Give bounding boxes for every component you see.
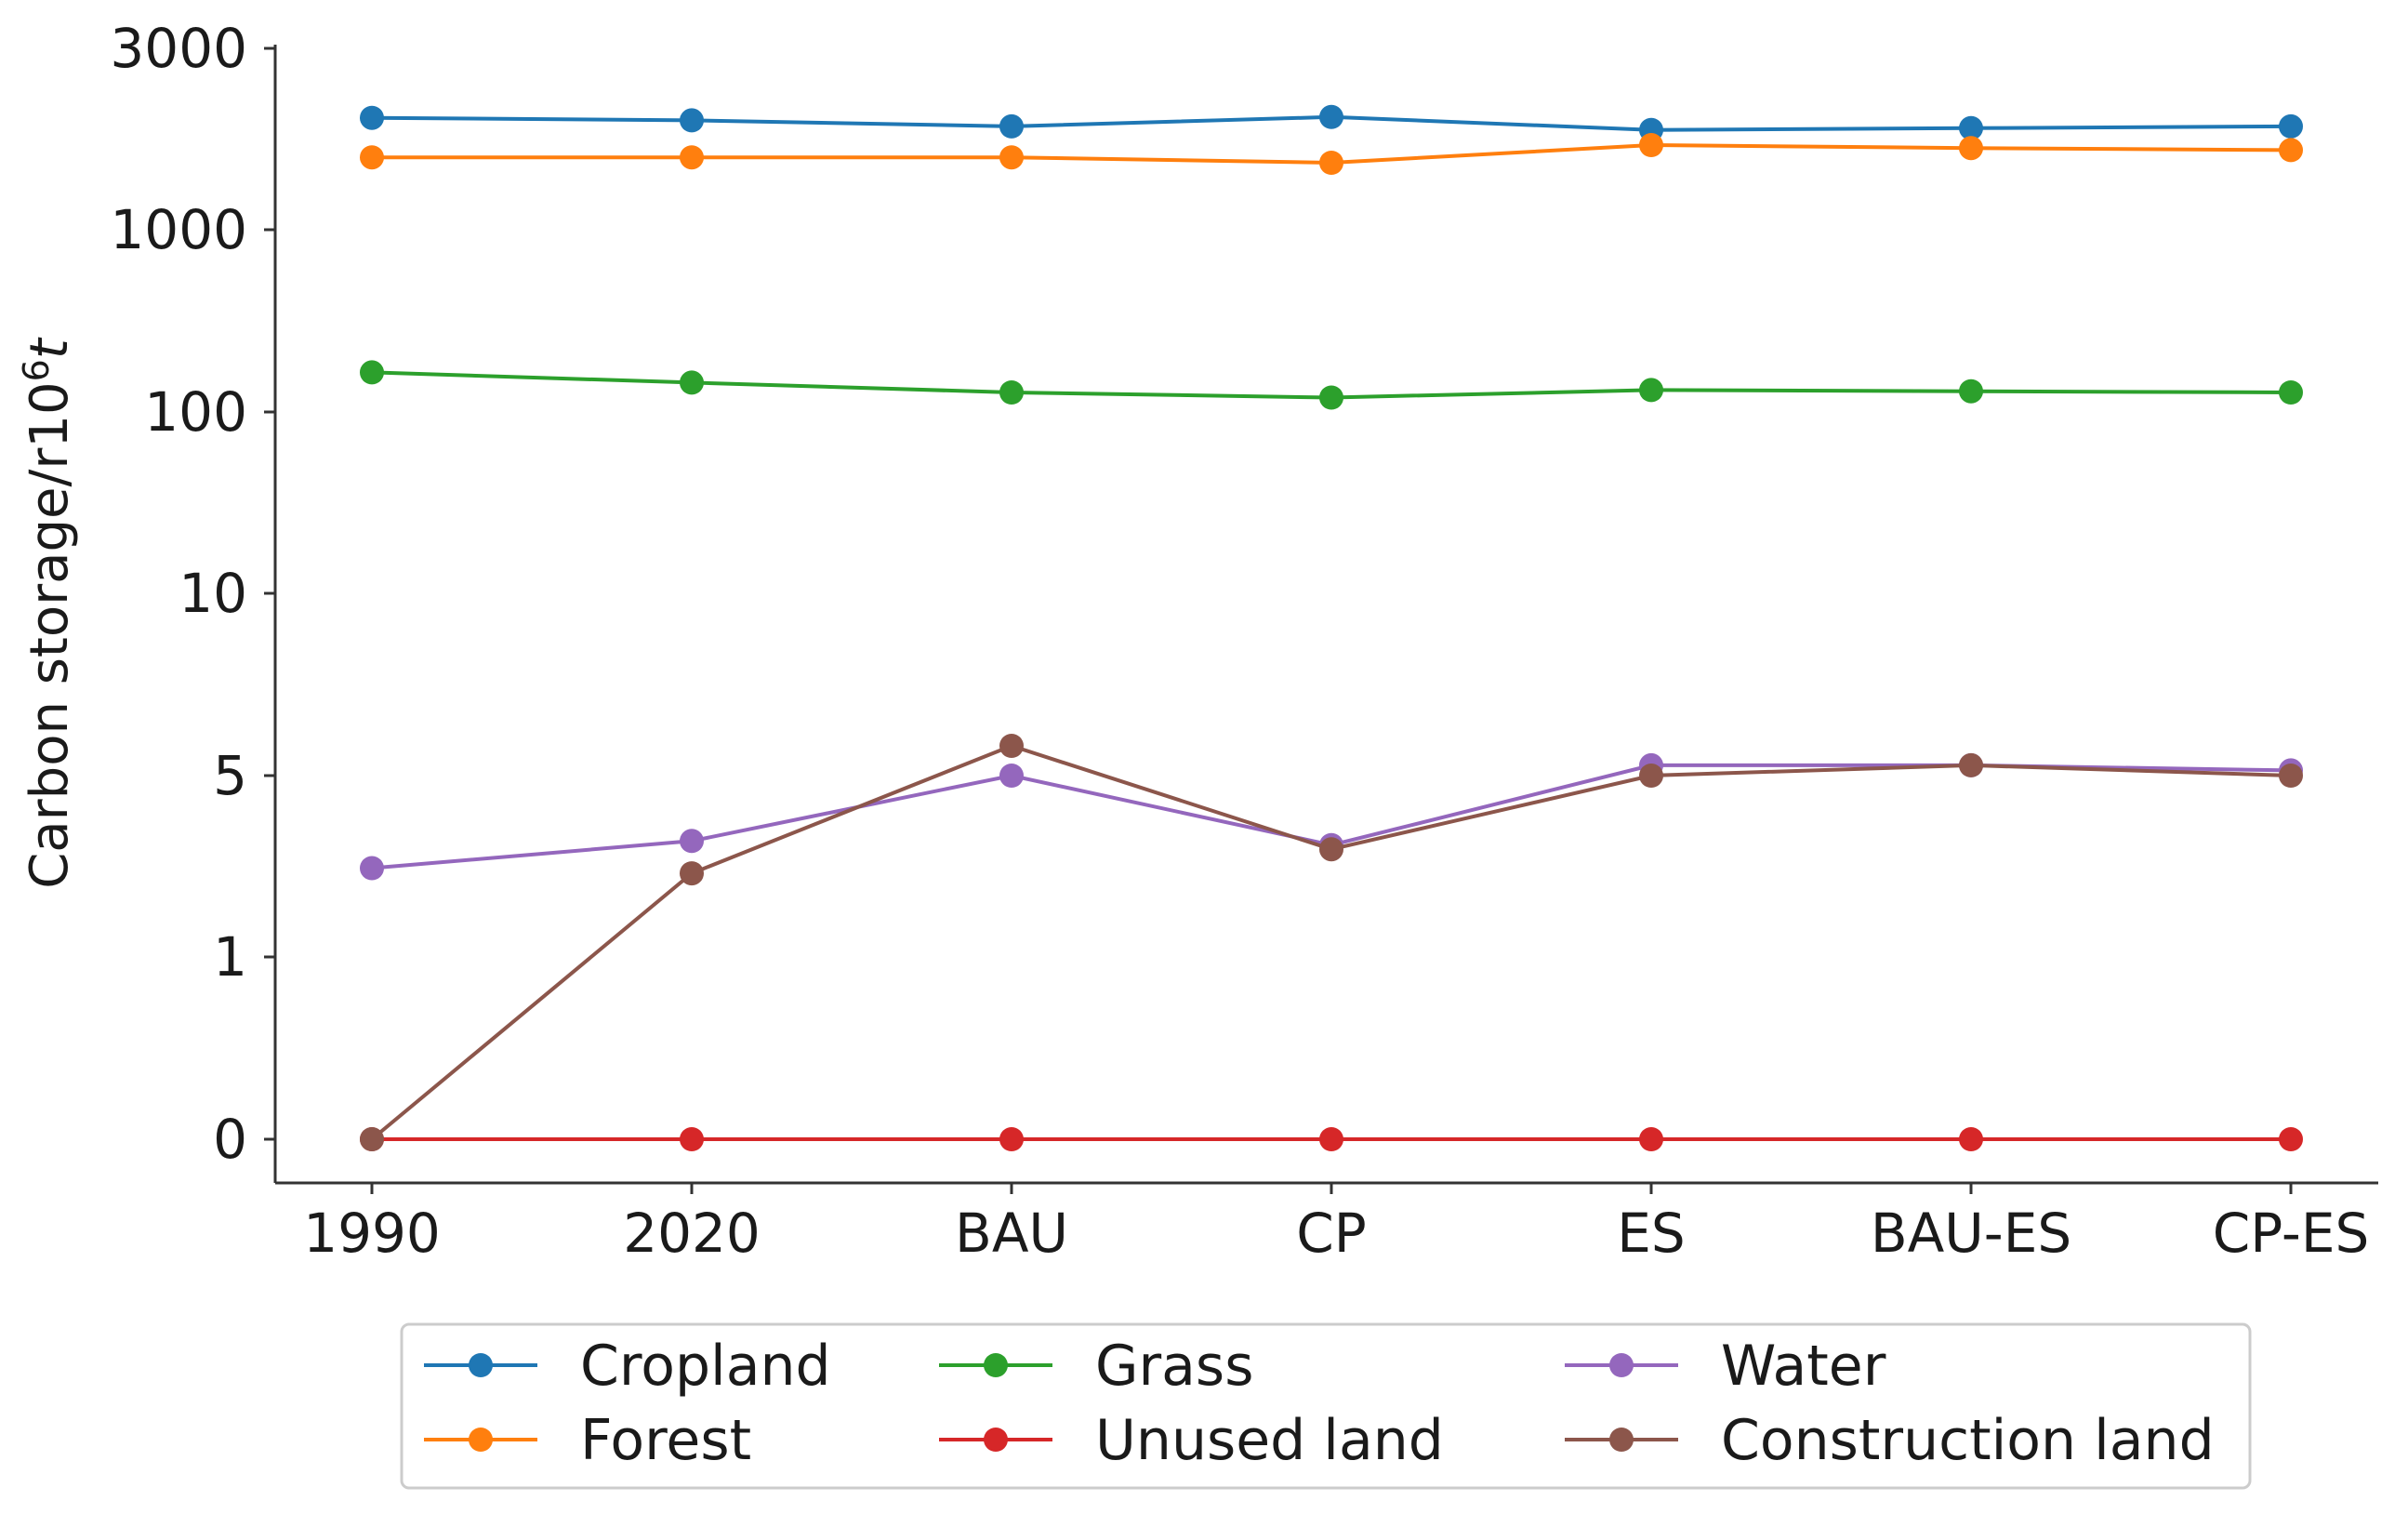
axes-group — [273, 45, 2378, 1185]
data-point-grass — [1959, 378, 1983, 404]
legend-swatch-marker — [1609, 1353, 1634, 1377]
legend-frame — [400, 1322, 2252, 1490]
data-point-construction-land — [360, 1127, 384, 1151]
y-tick: 3000 — [110, 17, 275, 80]
y-tick-label: 100 — [144, 380, 247, 444]
data-point-cropland — [1959, 115, 1983, 140]
data-point-unused-land — [1319, 1127, 1343, 1151]
data-point-forest — [2279, 138, 2303, 163]
data-point-forest — [360, 145, 384, 170]
y-tick: 0 — [213, 1108, 275, 1171]
legend-label: Grass — [1095, 1334, 1253, 1399]
legend-swatch-marker — [984, 1428, 1008, 1452]
data-point-construction-land — [1959, 752, 1983, 777]
legend-item-forest: Forest — [424, 1408, 751, 1473]
y-tick: 5 — [213, 744, 275, 807]
x-tick-label: BAU-ES — [1871, 1202, 2071, 1265]
x-tick-label: ES — [1617, 1202, 1685, 1265]
legend-label: Water — [1721, 1334, 1886, 1399]
y-tick-label: 3000 — [110, 17, 247, 80]
data-point-unused-land — [1639, 1127, 1663, 1151]
data-point-unused-land — [999, 1127, 1024, 1151]
data-point-construction-land — [680, 861, 704, 886]
legend-swatch-marker — [1609, 1428, 1634, 1452]
data-point-forest — [1319, 151, 1343, 175]
series-grass — [360, 360, 2303, 410]
legend-label: Forest — [580, 1408, 751, 1473]
series-group — [360, 104, 2303, 1151]
legend-item-cropland: Cropland — [424, 1334, 831, 1399]
data-point-construction-land — [1639, 764, 1663, 788]
legend-swatch-marker — [469, 1428, 493, 1452]
x-tick: BAU — [955, 1183, 1068, 1265]
x-tick-label: 1990 — [303, 1202, 441, 1265]
series-unused-land — [360, 1127, 2303, 1151]
legend-swatch-marker — [984, 1353, 1008, 1377]
x-tick-label: CP — [1296, 1202, 1366, 1265]
data-point-grass — [1639, 378, 1663, 403]
data-point-cropland — [680, 108, 704, 133]
data-point-forest — [1639, 133, 1663, 157]
x-tick: CP — [1296, 1183, 1367, 1265]
x-tick: 2020 — [623, 1183, 761, 1265]
data-point-cropland — [999, 113, 1024, 139]
legend-label: Cropland — [580, 1334, 831, 1399]
y-tick-label: 0 — [213, 1108, 247, 1171]
legend-label: Unused land — [1095, 1408, 1444, 1473]
x-tick: ES — [1617, 1183, 1686, 1265]
x-tick: CP-ES — [2213, 1183, 2370, 1265]
x-tick: 1990 — [303, 1183, 441, 1265]
data-point-unused-land — [1959, 1127, 1983, 1151]
data-point-grass — [1319, 385, 1343, 410]
y-axis-title-text: Carbon storage/r10 — [20, 381, 80, 888]
y-tick: 1 — [213, 925, 275, 989]
y-axis-title-unit: t — [20, 337, 80, 359]
data-point-forest — [999, 145, 1024, 170]
legend-item-grass: Grass — [939, 1334, 1253, 1399]
data-point-cropland — [1319, 104, 1343, 129]
y-tick-label: 1 — [213, 925, 247, 989]
y-tick-label: 5 — [213, 744, 247, 807]
y-tick: 10 — [179, 562, 275, 625]
data-point-grass — [360, 360, 384, 385]
series-cropland — [360, 104, 2303, 142]
y-tick-label: 1000 — [110, 198, 247, 261]
data-point-unused-land — [2279, 1127, 2303, 1151]
x-tick-label: BAU — [955, 1202, 1068, 1265]
data-point-cropland — [360, 105, 384, 130]
legend-swatch-marker — [469, 1353, 493, 1377]
x-tick: BAU-ES — [1871, 1183, 2071, 1265]
x-ticks: 1990 2020 BAU CP ES BAU-ES CP-ES — [303, 1183, 2369, 1265]
data-point-unused-land — [680, 1127, 704, 1151]
legend-label: Construction land — [1721, 1408, 2215, 1473]
data-point-construction-land — [1319, 837, 1343, 862]
series-forest — [360, 133, 2303, 175]
data-point-construction-land — [999, 734, 1024, 758]
data-point-grass — [999, 380, 1024, 405]
y-tick: 1000 — [110, 198, 275, 261]
data-point-water — [360, 856, 384, 881]
legend: Cropland Grass Water Forest Unused land Const… — [400, 1322, 2252, 1490]
y-axis-title-superscript: 6 — [16, 359, 57, 381]
x-tick-label: 2020 — [623, 1202, 761, 1265]
legend-item-construction-land: Construction land — [1565, 1408, 2215, 1473]
data-point-water — [680, 829, 704, 854]
data-point-construction-land — [2279, 764, 2303, 788]
legend-item-water: Water — [1565, 1334, 1886, 1399]
data-point-forest — [680, 145, 704, 170]
data-point-cropland — [2279, 113, 2303, 139]
legend-item-unused-land: Unused land — [939, 1408, 1444, 1473]
data-point-forest — [1959, 136, 1983, 161]
y-tick-label: 10 — [179, 562, 247, 625]
data-point-grass — [680, 370, 704, 395]
y-tick: 100 — [144, 380, 275, 444]
data-point-water — [999, 764, 1024, 788]
y-axis-title: Carbon storage/r106t — [16, 337, 80, 889]
series-line-construction-land — [370, 743, 2292, 1141]
data-point-grass — [2279, 380, 2303, 405]
series-construction-land — [360, 734, 2303, 1151]
x-tick-label: CP-ES — [2213, 1202, 2370, 1265]
